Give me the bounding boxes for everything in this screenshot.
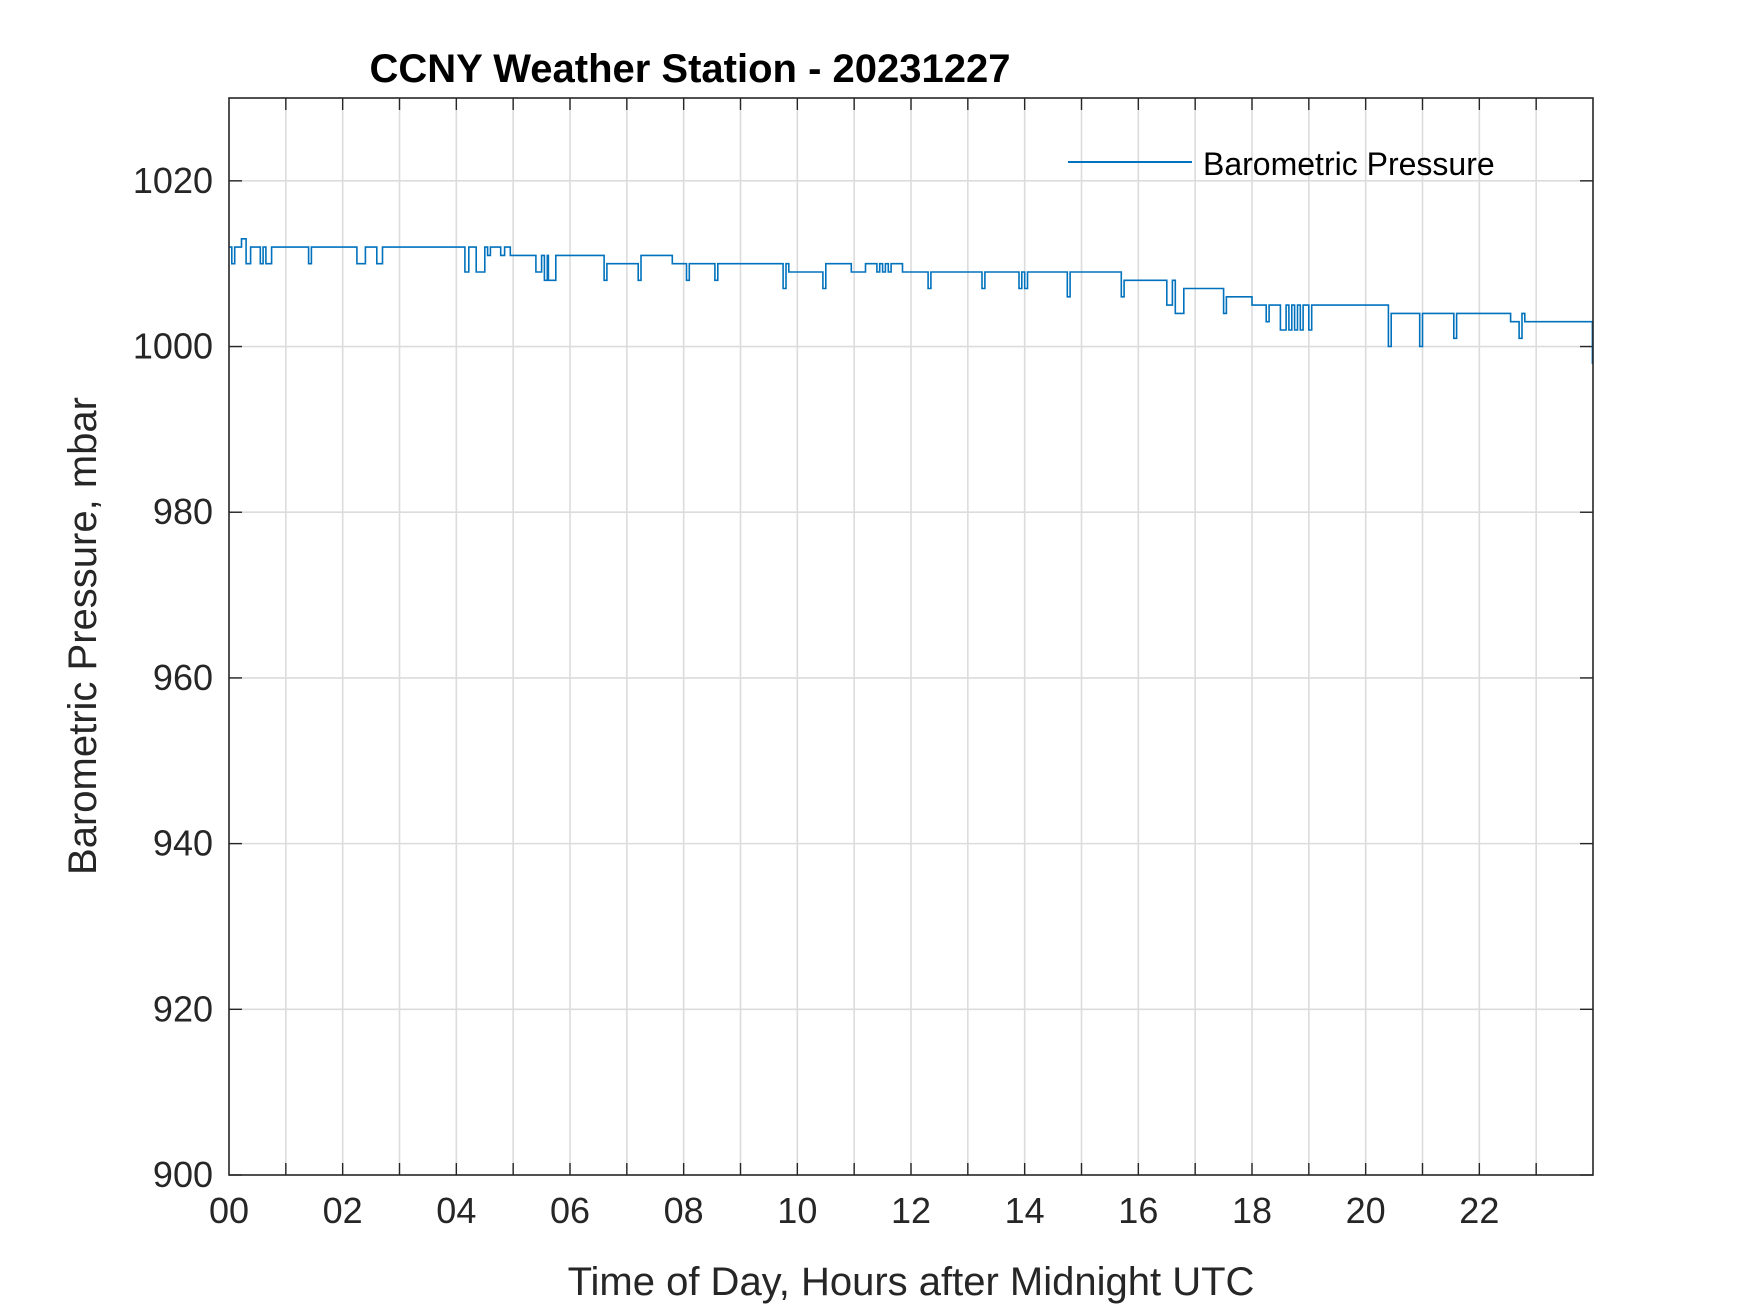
- chart-title: CCNY Weather Station - 20231227: [370, 47, 1011, 91]
- x-tick-label: 18: [1232, 1190, 1272, 1231]
- x-tick-label: 14: [1005, 1190, 1045, 1231]
- y-axis-label: Barometric Pressure, mbar: [61, 397, 105, 875]
- y-tick-label: 1000: [133, 326, 213, 367]
- x-tick-label: 10: [777, 1190, 817, 1231]
- tick-marks: [229, 98, 1593, 1176]
- plot-frame: [228, 97, 1594, 1176]
- legend-label: Barometric Pressure: [1203, 146, 1495, 182]
- x-tick-label: 06: [550, 1190, 590, 1231]
- series-layer: [229, 238, 1594, 364]
- y-tick-label: 980: [153, 491, 213, 532]
- legend: Barometric Pressure: [1068, 146, 1495, 182]
- y-tick-label: 900: [153, 1154, 213, 1195]
- y-tick-labels: 900 920 940 960 980 1000 1020: [133, 160, 213, 1195]
- x-tick-label: 08: [664, 1190, 704, 1231]
- y-tick-label: 920: [153, 988, 213, 1029]
- x-tick-label: 22: [1459, 1190, 1499, 1231]
- x-tick-label: 02: [323, 1190, 363, 1231]
- x-tick-label: 04: [436, 1190, 476, 1231]
- grid: [229, 98, 1593, 1175]
- x-tick-label: 12: [891, 1190, 931, 1231]
- series-line: [229, 238, 1594, 364]
- y-tick-label: 960: [153, 657, 213, 698]
- x-tick-label: 16: [1118, 1190, 1158, 1231]
- x-tick-label: 20: [1346, 1190, 1386, 1231]
- x-tick-labels: 00 02 04 06 08 10 12 14 16 18 20 22: [209, 1190, 1499, 1231]
- x-tick-label: 00: [209, 1190, 249, 1231]
- y-tick-label: 940: [153, 823, 213, 864]
- x-axis-label: Time of Day, Hours after Midnight UTC: [568, 1260, 1255, 1304]
- y-tick-label: 1020: [133, 160, 213, 201]
